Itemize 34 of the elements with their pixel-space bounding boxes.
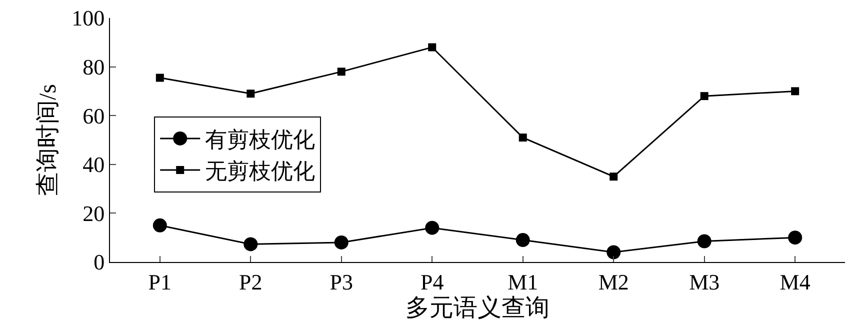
point	[156, 74, 164, 82]
point	[425, 220, 440, 235]
y-tick-label: 0	[94, 250, 105, 275]
point	[610, 172, 618, 181]
y-tick-label: 100	[72, 6, 105, 31]
legend-label: 有剪枝优化	[205, 127, 316, 152]
x-axis-title: 多元语义查询	[406, 294, 550, 322]
point	[337, 68, 346, 76]
x-tick-label: P1	[148, 269, 172, 294]
point	[606, 245, 621, 260]
point	[697, 234, 712, 248]
y-axis-title: 查询时间/s	[36, 84, 62, 196]
x-tick-label: M4	[780, 269, 810, 294]
point	[516, 233, 530, 248]
x-tick-label: P3	[330, 269, 354, 294]
point	[334, 235, 348, 250]
x-tick-label: M1	[508, 269, 538, 294]
point	[246, 90, 255, 98]
point	[788, 230, 802, 245]
x-tick-label: M2	[598, 269, 629, 294]
point	[791, 87, 800, 96]
y-tick-label: 20	[82, 200, 105, 226]
x-tick-label: M3	[689, 269, 720, 294]
x-tick-label: P4	[420, 269, 444, 294]
y-tick-label: 60	[82, 103, 105, 128]
point	[152, 218, 167, 232]
y-tick-label: 40	[82, 152, 105, 178]
y-tick-label: 80	[82, 54, 105, 80]
x-tick-label: P2	[239, 269, 262, 294]
point	[518, 134, 527, 142]
point	[700, 92, 708, 100]
point	[244, 237, 258, 252]
legend-label: 无剪枝优化	[205, 158, 316, 184]
point	[428, 43, 436, 52]
